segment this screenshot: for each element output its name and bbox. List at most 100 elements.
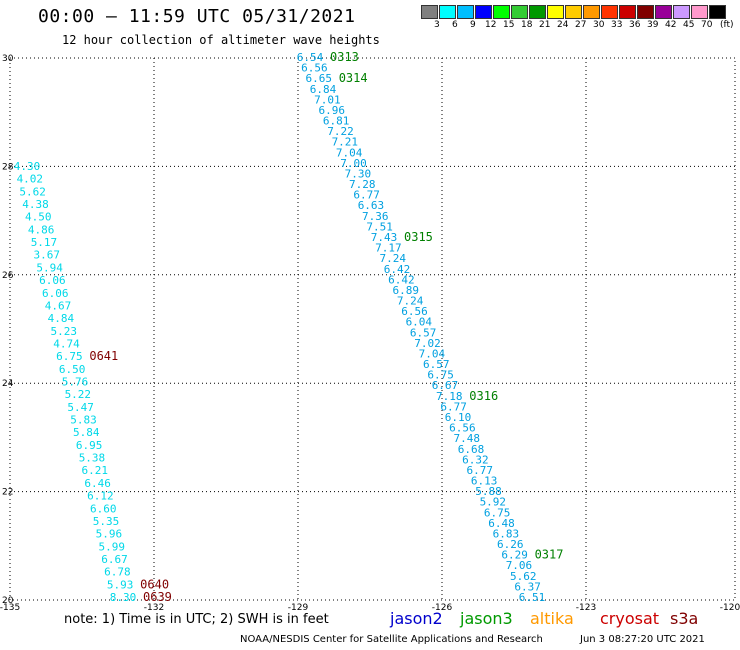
wave-height-value: 7.28	[349, 178, 376, 191]
color-scale-legend: 3 6 9 12 15 18 21 24 27 30 33 36 39 42 45 70 (ft)	[421, 5, 740, 33]
color-swatch	[493, 5, 510, 19]
wave-height-value: 6.48	[488, 517, 515, 530]
color-scale-label: 30	[593, 20, 605, 30]
wave-height-value: 5.92	[480, 496, 507, 509]
wave-height-value: 6.84	[310, 83, 337, 96]
wave-height-value: 7.17	[375, 242, 402, 255]
pass-time-label: 0313	[330, 50, 359, 64]
wave-height-value: 6.46	[84, 477, 111, 490]
color-swatch	[421, 5, 438, 19]
pass-time-label: 0316	[469, 389, 498, 403]
wave-height-value: 4.38	[22, 198, 49, 211]
credits-text: NOAA/NESDIS Center for Satellite Applica…	[240, 634, 543, 645]
longitude-tick-label: -126	[432, 603, 453, 613]
color-scale-label: 24	[557, 20, 569, 30]
color-swatch	[529, 5, 546, 19]
mission-legend-item: altika	[530, 609, 574, 628]
wave-height-value: 3.67	[34, 249, 61, 262]
color-swatch	[457, 5, 474, 19]
mission-legend-item: jason3	[460, 609, 513, 628]
wave-height-value: 6.04	[406, 316, 433, 329]
longitude-tick-label: -129	[288, 603, 309, 613]
latitude-tick-label: 24	[2, 379, 14, 389]
wave-height-value: 6.56	[449, 422, 476, 435]
wave-height-value: 7.06	[506, 559, 533, 572]
wave-height-value: 6.21	[82, 464, 109, 477]
wave-height-value: 6.06	[39, 274, 66, 287]
wave-height-value: 6.67	[101, 553, 128, 566]
color-swatch	[637, 5, 654, 19]
wave-height-value: 7.18	[436, 390, 463, 403]
wave-height-value: 5.96	[96, 528, 123, 541]
wave-height-value: 7.24	[379, 252, 406, 265]
wave-height-value: 4.02	[17, 173, 44, 186]
wave-height-value: 6.37	[514, 580, 541, 593]
wave-height-value: 6.32	[462, 453, 489, 466]
wave-height-value: 4.30	[14, 160, 41, 173]
color-scale-label: 33	[611, 20, 623, 30]
wave-height-value: 5.62	[510, 570, 537, 583]
wave-height-value: 5.93	[107, 578, 134, 591]
wave-height-value: 6.29	[501, 549, 528, 562]
latitude-tick-label: 20	[2, 596, 14, 606]
wave-height-value: 5.47	[67, 401, 94, 414]
wave-height-value: 6.63	[358, 199, 385, 212]
longitude-tick-label: -120	[720, 603, 740, 613]
page-subtitle: 12 hour collection of altimeter wave hei…	[62, 33, 380, 47]
color-scale-label: 39	[647, 20, 659, 30]
pass-time-label: 0639	[143, 590, 172, 604]
wave-height-value: 4.67	[45, 299, 72, 312]
color-swatch	[475, 5, 492, 19]
pass-time-label: 0641	[89, 349, 118, 363]
wave-height-value: 6.95	[76, 439, 103, 452]
wave-height-value: 5.99	[98, 540, 125, 553]
wave-height-value: 6.10	[445, 411, 472, 424]
latitude-tick-label: 30	[2, 54, 14, 64]
color-scale-unit: (ft)	[720, 20, 734, 30]
color-scale-label: 18	[521, 20, 533, 30]
wave-height-value: 8.30	[110, 591, 137, 604]
mission-legend-item: cryosat	[600, 609, 660, 628]
color-swatch	[565, 5, 582, 19]
wave-height-value: 7.02	[414, 337, 441, 350]
pass-time-label: 0317	[535, 548, 564, 562]
wave-height-value: 6.77	[353, 189, 380, 202]
color-swatch	[709, 5, 726, 19]
wave-height-value: 5.22	[65, 388, 92, 401]
color-scale-label: 21	[539, 20, 551, 30]
wave-height-value: 5.38	[79, 452, 106, 465]
wave-height-value: 6.89	[393, 284, 420, 297]
wave-height-value: 6.78	[104, 566, 131, 579]
color-scale-label: 36	[629, 20, 641, 30]
latitude-tick-label: 22	[2, 488, 13, 498]
wave-height-value: 4.50	[25, 211, 52, 224]
wave-height-value: 6.83	[493, 527, 520, 540]
wave-height-value: 6.75	[56, 350, 83, 363]
longitude-tick-label: -132	[144, 603, 164, 613]
page-title: 00:00 – 11:59 UTC 05/31/2021	[38, 6, 356, 27]
wave-height-value: 5.17	[31, 236, 58, 249]
wave-height-value: 6.42	[384, 263, 411, 276]
wave-height-value: 5.84	[73, 426, 100, 439]
wave-height-value: 6.77	[440, 400, 467, 413]
color-scale-label: 3	[434, 20, 440, 30]
color-scale-label: 9	[470, 20, 476, 30]
wave-height-value: 7.24	[397, 295, 424, 308]
wave-height-value: 6.51	[519, 591, 546, 604]
wave-height-value: 4.74	[53, 337, 80, 350]
color-scale-labels: 3 6 9 12 15 18 21 24 27 30 33 36 39 42 45 70 (ft)	[421, 19, 740, 33]
wave-height-value: 7.30	[345, 167, 372, 180]
wave-height-value: 5.76	[62, 376, 89, 389]
wave-height-value: 7.48	[453, 432, 480, 445]
wave-height-value: 7.04	[419, 347, 446, 360]
wave-height-value: 6.57	[410, 326, 437, 339]
wave-height-value: 7.01	[314, 93, 341, 106]
wave-height-value: 5.62	[19, 185, 46, 198]
wave-height-value: 6.56	[301, 62, 328, 75]
color-swatch	[691, 5, 708, 19]
wave-height-value: 6.57	[423, 358, 450, 371]
wave-height-value: 6.65	[305, 72, 332, 85]
wave-height-value: 5.35	[93, 515, 120, 528]
color-scale-label: 6	[452, 20, 458, 30]
color-scale-label: 45	[683, 20, 695, 30]
